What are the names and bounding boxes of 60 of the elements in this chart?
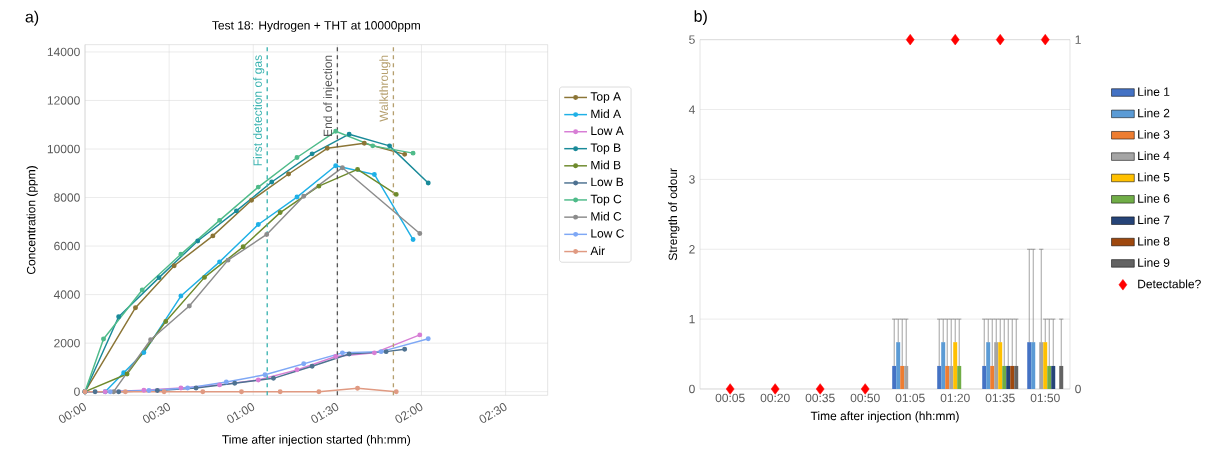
y-tick-label: 10000	[47, 144, 80, 154]
legend-label: Mid C	[591, 211, 622, 221]
legend-label: Line 4	[1138, 151, 1170, 161]
y-tick-label: 0	[74, 387, 80, 396]
ref-line-label: First detection of gas	[253, 55, 265, 166]
x-tick-label: 01:05	[895, 393, 925, 403]
x-tick-label: 01:35	[985, 393, 1015, 403]
y-tick-label: 8000	[54, 193, 80, 202]
legend-label: Line 9	[1138, 258, 1170, 267]
chart-title: Test 18: Hydrogen + THT at 10000ppm	[212, 20, 420, 32]
x-tick-label: 02:00	[395, 403, 423, 423]
y-tick-label: 5	[689, 35, 695, 44]
legend-label: Line 3	[1138, 129, 1170, 139]
y-tick-label: 4000	[53, 290, 80, 299]
ref-line-label: End of injection	[323, 55, 335, 136]
text: b)	[694, 10, 707, 26]
y2-tick-label: 0	[1075, 384, 1081, 394]
x-tick-label: 00:00	[58, 403, 86, 423]
x-tick-label: 00:35	[805, 393, 835, 403]
legend-label: Low A	[591, 126, 624, 135]
ref-line-label: Walkthrough	[379, 55, 391, 122]
x-tick-label: 01:20	[940, 393, 970, 403]
legend-label: Line 5	[1138, 172, 1170, 182]
x-tick-label: 00:50	[850, 393, 880, 403]
legend-label: Top C	[590, 194, 622, 206]
text: a)	[25, 10, 39, 26]
legend-label: Line 2	[1138, 108, 1170, 118]
legend-label: Air	[590, 246, 605, 255]
y2-tick-label: 1	[1075, 35, 1081, 44]
legend-label: Mid B	[591, 160, 621, 170]
x-tick-label: 01:50	[1030, 393, 1060, 403]
y-tick-label: 2000	[54, 338, 80, 348]
legend-label: Low C	[591, 229, 624, 238]
x-axis-title: Time after injection started (hh:mm)	[222, 434, 411, 447]
y-axis-title: Concentration (ppm)	[26, 166, 38, 275]
y-tick-label: 0	[689, 384, 695, 394]
y-tick-label: 1	[689, 314, 695, 324]
x-tick-label: 01:00	[227, 403, 255, 423]
y-tick-label: 12000	[47, 96, 80, 105]
legend-label: Top A	[590, 92, 622, 104]
x-tick-label: 01:30	[311, 403, 339, 423]
x-tick-label: 00:20	[760, 393, 790, 403]
legend-label: Low B	[591, 177, 624, 187]
legend-label: Line 6	[1138, 193, 1170, 203]
legend-label: Top B	[590, 143, 621, 155]
y-tick-label: 6000	[54, 241, 80, 251]
y-axis-title: Strength of odour	[668, 168, 680, 261]
x-tick-label: 00:30	[142, 403, 171, 423]
legend-label: Mid A	[591, 109, 622, 119]
y-tick-label: 4	[688, 105, 695, 114]
legend-label: Line 1	[1138, 87, 1170, 96]
y-tick-label: 3	[689, 175, 695, 184]
x-tick-label: 02:30	[479, 403, 507, 423]
legend-label: Detectable?	[1138, 279, 1201, 289]
x-tick-label: 00:05	[715, 393, 745, 403]
y-tick-label: 2	[689, 245, 695, 254]
legend-label: Line 8	[1138, 236, 1170, 246]
legend-label: Line 7	[1138, 215, 1170, 225]
y-tick-label: 14000	[47, 47, 80, 57]
x-axis-title: Time after injection (hh:mm)	[810, 411, 959, 423]
